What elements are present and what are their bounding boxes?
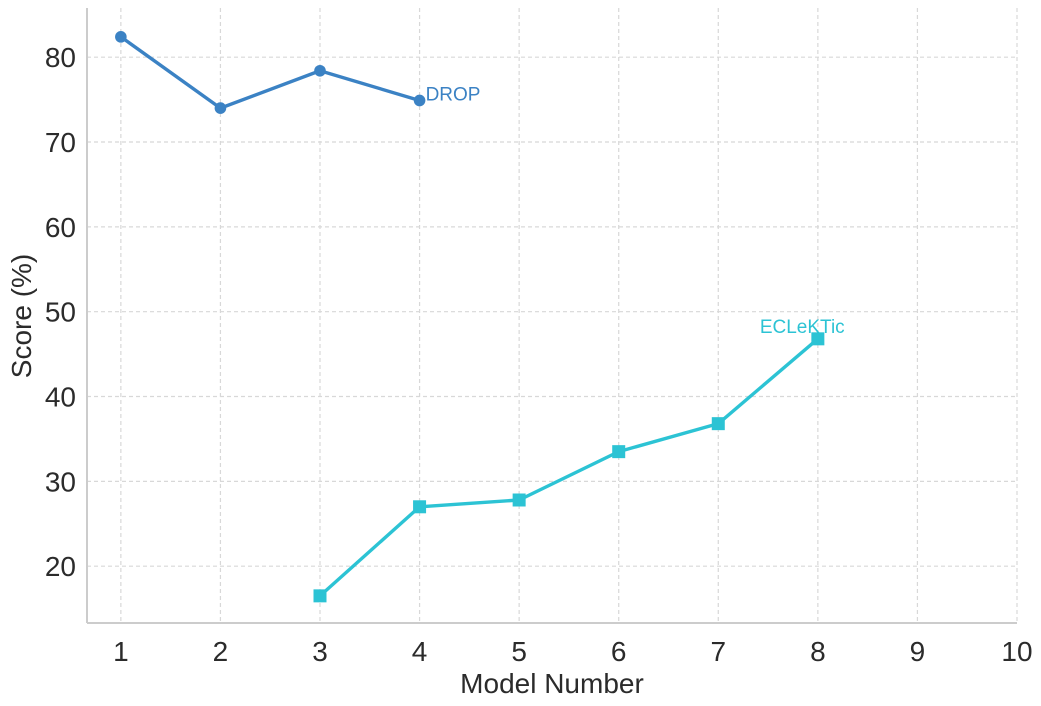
data-point-marker-eclektic — [313, 589, 327, 603]
data-point-marker-drop — [214, 102, 227, 114]
series-line-eclektic — [318, 337, 820, 598]
y-tick-label: 60 — [45, 212, 76, 243]
x-tick-label: 1 — [113, 636, 129, 667]
data-point-marker-eclektic — [413, 500, 427, 514]
data-point-marker-eclektic — [711, 417, 725, 431]
x-tick-label: 6 — [611, 636, 627, 667]
data-point-marker-eclektic — [612, 445, 626, 459]
x-tick-label: 5 — [511, 636, 527, 667]
series-line-drop — [119, 35, 422, 110]
data-point-marker-drop — [115, 31, 127, 43]
y-tick-label: 40 — [45, 382, 76, 413]
y-tick-label: 80 — [45, 42, 76, 73]
x-tick-label: 4 — [412, 636, 428, 667]
series-label-drop: DROP — [426, 84, 481, 105]
data-point-marker-eclektic — [811, 332, 825, 346]
y-tick-label: 70 — [45, 127, 76, 158]
x-tick-label: 10 — [1001, 636, 1032, 667]
x-tick-label: 7 — [710, 636, 726, 667]
y-tick-label: 50 — [45, 297, 76, 328]
data-point-marker-drop — [314, 64, 326, 77]
y-tick-label: 30 — [45, 466, 76, 497]
y-tick-label: 20 — [45, 551, 76, 582]
data-point-marker-eclektic — [512, 493, 526, 507]
x-tick-label: 8 — [810, 636, 826, 667]
x-tick-label: 9 — [910, 636, 926, 667]
x-axis-label: Model Number — [460, 668, 644, 699]
x-tick-label: 3 — [312, 636, 328, 667]
series-label-eclektic: ECLeKTic — [760, 317, 845, 338]
y-axis-label: Score (%) — [6, 253, 37, 379]
x-tick-label: 2 — [213, 636, 229, 667]
data-point-marker-drop — [413, 94, 426, 107]
